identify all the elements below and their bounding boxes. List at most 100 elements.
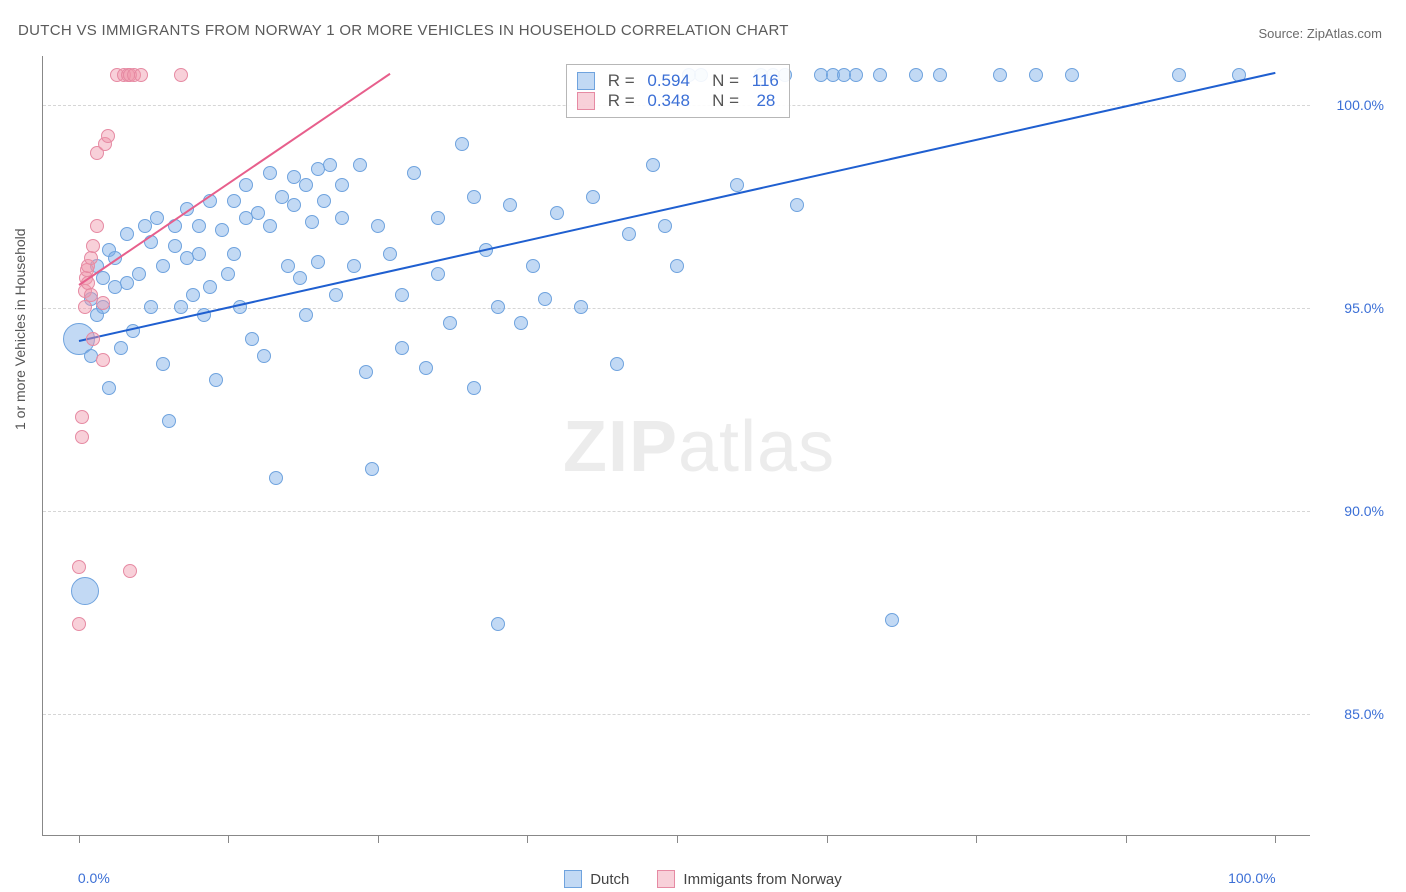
data-point [365, 462, 379, 476]
data-point [514, 316, 528, 330]
data-point [192, 219, 206, 233]
data-point [168, 239, 182, 253]
stats-row: R = 0.348 N = 28 [577, 91, 779, 111]
x-tick [1275, 835, 1276, 843]
x-tick [677, 835, 678, 843]
data-point [849, 68, 863, 82]
data-point [646, 158, 660, 172]
data-point [395, 341, 409, 355]
x-tick [228, 835, 229, 843]
data-point [873, 68, 887, 82]
data-point [293, 271, 307, 285]
data-point [96, 296, 110, 310]
data-point [335, 178, 349, 192]
stats-n-label: N = [698, 91, 744, 111]
gridline [43, 714, 1310, 715]
y-tick-label: 90.0% [1344, 503, 1384, 519]
data-point [299, 308, 313, 322]
data-point [503, 198, 517, 212]
stats-n-label: N = [698, 71, 744, 91]
data-point [407, 166, 421, 180]
data-point [72, 617, 86, 631]
x-tick-label: 0.0% [78, 870, 110, 886]
data-point [359, 365, 373, 379]
data-point [245, 332, 259, 346]
data-point [790, 198, 804, 212]
data-point [239, 178, 253, 192]
data-point [269, 471, 283, 485]
data-point [993, 68, 1007, 82]
stats-r-value: 0.594 [647, 71, 690, 91]
gridline [43, 511, 1310, 512]
data-point [174, 300, 188, 314]
source-prefix: Source: [1258, 26, 1306, 41]
data-point [102, 381, 116, 395]
data-point [323, 158, 337, 172]
data-point [329, 288, 343, 302]
plot-area: ZIPatlas [42, 56, 1310, 836]
watermark-zip: ZIP [563, 407, 678, 487]
data-point [419, 361, 433, 375]
data-point [132, 267, 146, 281]
x-tick [378, 835, 379, 843]
data-point [526, 259, 540, 273]
legend-label-dutch: Dutch [590, 871, 629, 888]
data-point [156, 259, 170, 273]
data-point [467, 190, 481, 204]
data-point [134, 68, 148, 82]
data-point [227, 194, 241, 208]
stats-n-value: 28 [752, 91, 776, 111]
data-point [123, 564, 137, 578]
data-point [209, 373, 223, 387]
data-point [467, 381, 481, 395]
data-point [144, 300, 158, 314]
data-point [353, 158, 367, 172]
data-point [251, 206, 265, 220]
data-point [114, 341, 128, 355]
data-point [885, 613, 899, 627]
legend-item-dutch: Dutch [564, 870, 629, 888]
stats-swatch [577, 92, 595, 110]
data-point [75, 430, 89, 444]
data-point [75, 410, 89, 424]
x-tick [827, 835, 828, 843]
data-point [455, 137, 469, 151]
data-point [90, 219, 104, 233]
data-point [622, 227, 636, 241]
y-tick-label: 95.0% [1344, 300, 1384, 316]
data-point [371, 219, 385, 233]
legend-swatch-dutch [564, 870, 582, 888]
data-point [395, 288, 409, 302]
chart-container: DUTCH VS IMMIGRANTS FROM NORWAY 1 OR MOR… [0, 0, 1406, 892]
data-point [610, 357, 624, 371]
data-point [86, 332, 100, 346]
data-point [150, 211, 164, 225]
data-point [491, 617, 505, 631]
data-point [311, 255, 325, 269]
watermark-atlas: atlas [678, 407, 835, 487]
data-point [203, 280, 217, 294]
data-point [305, 215, 319, 229]
stats-row: R = 0.594 N = 116 [577, 71, 779, 91]
data-point [335, 211, 349, 225]
data-point [1065, 68, 1079, 82]
data-point [186, 288, 200, 302]
data-point [1172, 68, 1186, 82]
data-point [86, 239, 100, 253]
data-point [257, 349, 271, 363]
data-point [263, 219, 277, 233]
y-tick-label: 85.0% [1344, 706, 1384, 722]
chart-title: DUTCH VS IMMIGRANTS FROM NORWAY 1 OR MOR… [18, 22, 789, 39]
data-point [317, 194, 331, 208]
data-point [538, 292, 552, 306]
data-point [120, 227, 134, 241]
data-point [383, 247, 397, 261]
data-point [299, 178, 313, 192]
data-point [550, 206, 564, 220]
data-point [1029, 68, 1043, 82]
legend: Dutch Immigants from Norway [0, 870, 1406, 888]
data-point [281, 259, 295, 273]
data-point [174, 68, 188, 82]
data-point [72, 560, 86, 574]
legend-item-norway: Immigants from Norway [657, 870, 841, 888]
